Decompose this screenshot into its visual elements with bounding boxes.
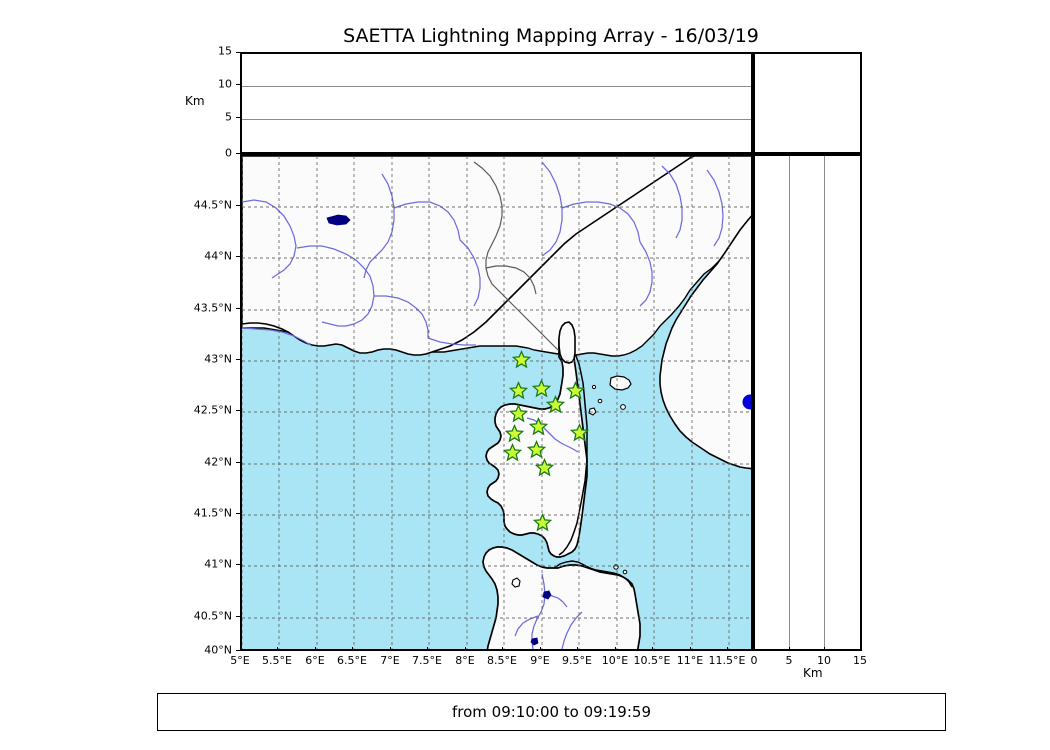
map-tickmark-lat-40 xyxy=(236,650,240,651)
sardinia-north-coast xyxy=(553,560,633,588)
top-projection-panel xyxy=(240,52,753,154)
french-riviera-coastline xyxy=(242,156,695,356)
map-xtick-9-5: 9.5°E xyxy=(562,654,592,667)
right-panel-xlabel: Km xyxy=(803,666,823,680)
map-xtick-6-5: 6.5°E xyxy=(337,654,367,667)
map-xtick-8: 8°E xyxy=(455,654,475,667)
map-xtick-9: 9°E xyxy=(530,654,550,667)
map-tickmark-lon-8 xyxy=(465,647,466,651)
top-panel-ytick-15: 15 xyxy=(218,44,232,58)
maddalena-island xyxy=(613,564,619,570)
top-panel-ytick-10: 10 xyxy=(218,77,232,91)
map-tickmark-lat-41 xyxy=(236,564,240,565)
small-island-a xyxy=(620,404,626,410)
map-tickmark-lon-11-5 xyxy=(727,647,728,651)
network-center-dot[interactable] xyxy=(742,394,751,410)
lakes-layer xyxy=(326,214,552,646)
map-xtick-5-5: 5.5°E xyxy=(262,654,292,667)
top-panel-ytick-0: 0 xyxy=(225,146,232,160)
map-ytick-44: 44°N xyxy=(204,249,232,263)
map-tickmark-lat-42 xyxy=(236,462,240,463)
map-ytick-44-5: 44.5°N xyxy=(193,198,232,212)
right-panel-xtick-0: 0 xyxy=(750,654,758,667)
map-grid-layer xyxy=(242,156,751,649)
map-xtick-5: 5°E xyxy=(230,654,250,667)
top-panel-tickmark-15 xyxy=(236,52,240,53)
geography-layer xyxy=(242,156,751,649)
map-xtick-7: 7°E xyxy=(380,654,400,667)
map-tickmark-lat-44 xyxy=(236,256,240,257)
map-ytick-41: 41°N xyxy=(204,557,232,571)
map-tickmark-lat-42-5 xyxy=(236,410,240,411)
right-projection-panel xyxy=(753,154,862,651)
right-panel-tickmark-0 xyxy=(754,647,755,651)
page-title: SAETTA Lightning Mapping Array - 16/03/1… xyxy=(343,25,759,47)
top-panel-gridline-10km xyxy=(242,86,751,88)
top-panel-tickmark-5 xyxy=(236,116,240,118)
map-tickmark-lon-6 xyxy=(315,647,316,651)
right-panel-xtick-15: 15 xyxy=(853,654,867,667)
map-tickmark-lon-8-5 xyxy=(502,647,503,651)
map-xtick-10-5: 10.5°E xyxy=(633,654,671,667)
corsica-east-coast xyxy=(558,349,588,556)
map-tickmark-lon-7-5 xyxy=(427,647,428,651)
time-range-caption-box: from 09:10:00 to 09:19:59 xyxy=(157,693,946,731)
cap-corse xyxy=(558,321,576,364)
map-ytick-40: 40°N xyxy=(204,643,232,657)
map-xtick-11: 11°E xyxy=(676,654,704,667)
right-panel-tickmark-10 xyxy=(824,647,825,651)
right-panel-gridline-5km xyxy=(788,156,790,649)
capraia-island xyxy=(588,407,597,416)
right-panel-xtick-5: 5 xyxy=(785,654,793,667)
borders-layer xyxy=(473,161,559,351)
map-tickmark-lat-43-5 xyxy=(236,308,240,309)
map-tickmark-lon-7 xyxy=(390,647,391,651)
small-island-b xyxy=(597,398,603,404)
map-ytick-40-5: 40.5°N xyxy=(193,609,232,623)
map-ytick-41-5: 41.5°N xyxy=(193,506,232,520)
map-tickmark-lon-10 xyxy=(615,647,616,651)
map-tickmark-lon-11 xyxy=(690,647,691,651)
top-panel-tickmark-0 xyxy=(236,153,240,154)
top-panel-ytick-5: 5 xyxy=(225,110,232,124)
rivers-layer xyxy=(242,161,724,649)
map-ytick-42-5: 42.5°N xyxy=(193,403,232,417)
map-ytick-43-5: 43.5°N xyxy=(193,301,232,315)
small-island-c xyxy=(591,384,597,390)
right-panel-gridline-10km xyxy=(823,156,825,649)
map-tickmark-lon-9-5 xyxy=(577,647,578,651)
map-tickmark-lon-9 xyxy=(540,647,541,651)
map-tickmark-lat-40-5 xyxy=(236,616,240,617)
time-range-caption: from 09:10:00 to 09:19:59 xyxy=(451,703,651,721)
map-xtick-6: 6°E xyxy=(305,654,325,667)
map-ytick-42: 42°N xyxy=(204,455,232,469)
italian-coastline xyxy=(659,215,751,470)
caprera-island xyxy=(622,569,628,575)
top-panel-ylabel: Km xyxy=(185,94,205,108)
map-tickmark-lon-5-5 xyxy=(277,647,278,651)
map-xtick-10: 10°E xyxy=(601,654,629,667)
corner-panel xyxy=(753,52,862,154)
map-tickmark-lon-5 xyxy=(240,647,241,651)
map-panel[interactable] xyxy=(240,154,753,651)
map-ytick-43: 43°N xyxy=(204,352,232,366)
right-panel-xtick-10: 10 xyxy=(817,654,831,667)
map-tickmark-lat-41-5 xyxy=(236,513,240,514)
right-panel-tickmark-5 xyxy=(789,647,790,651)
map-tickmark-lon-10-5 xyxy=(652,647,653,651)
top-panel-tickmark-10 xyxy=(236,84,240,86)
asinara-island xyxy=(511,577,521,588)
map-tickmark-lon-6-5 xyxy=(352,647,353,651)
map-xtick-11-5: 11.5°E xyxy=(708,654,746,667)
elba-island xyxy=(609,375,632,391)
map-xtick-7-5: 7.5°E xyxy=(412,654,442,667)
map-xtick-8-5: 8.5°E xyxy=(487,654,517,667)
right-panel-tickmark-15 xyxy=(860,647,861,651)
top-panel-gridline-5km xyxy=(242,118,751,120)
map-tickmark-lat-44-5 xyxy=(236,205,240,206)
map-tickmark-lat-43 xyxy=(236,359,240,360)
